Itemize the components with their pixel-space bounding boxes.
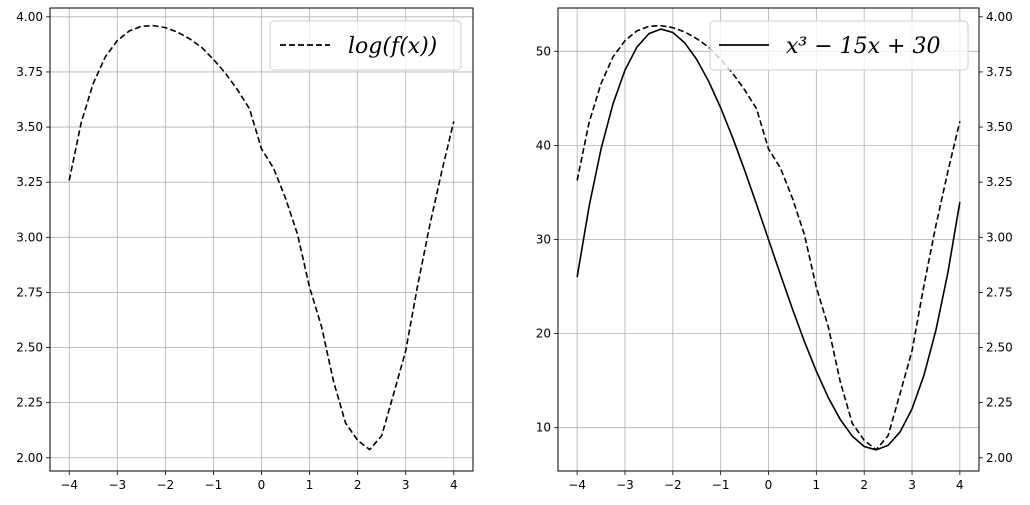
right-cubic-series-line bbox=[576, 28, 961, 451]
right-left-y-tick-label: 40 bbox=[536, 138, 551, 152]
right-log-series-line bbox=[576, 24, 961, 451]
left-y-tick-label: 3.50 bbox=[16, 120, 43, 134]
right-series-layer bbox=[576, 24, 961, 451]
right-right-y-tick-label: 3.50 bbox=[986, 120, 1013, 134]
right-legend: x³ − 15x + 30 bbox=[709, 20, 969, 71]
left-y-tick-label: 2.50 bbox=[16, 341, 43, 355]
left-legend: log(f(x)) bbox=[269, 20, 462, 71]
left-x-tick-label: −4 bbox=[60, 478, 78, 492]
left-legend-label: log(f(x)) bbox=[348, 34, 437, 59]
right-subplot: −4 −3 −2 −1 0 1 2 3 4 10 20 30 40 50 2.00 2.25 2.50 2.7… bbox=[536, 7, 1013, 492]
left-y-tick-label: 2.75 bbox=[16, 285, 43, 299]
right-right-y-tick-label: 3.25 bbox=[986, 175, 1013, 189]
left-legend-box bbox=[269, 20, 462, 71]
right-right-y-ticks: 2.00 2.25 2.50 2.75 3.00 3.25 3.50 3.75 4.00 bbox=[979, 10, 1013, 465]
right-right-y-tick-label: 2.75 bbox=[986, 285, 1013, 299]
left-y-tick-label: 3.25 bbox=[16, 175, 43, 189]
right-right-y-tick-label: 2.00 bbox=[986, 451, 1013, 465]
left-x-tick-label: 4 bbox=[450, 478, 458, 492]
right-right-y-tick-label: 3.00 bbox=[986, 230, 1013, 244]
right-left-y-tick-label: 20 bbox=[536, 327, 551, 341]
left-x-tick-label: −2 bbox=[157, 478, 175, 492]
right-x-tick-label: 1 bbox=[813, 478, 821, 492]
left-y-tick-label: 3.75 bbox=[16, 65, 43, 79]
right-x-tick-label: −1 bbox=[712, 478, 730, 492]
right-x-tick-label: 3 bbox=[908, 478, 916, 492]
left-x-ticks: −4 −3 −2 −1 0 1 2 3 4 bbox=[60, 471, 458, 492]
left-subplot: −4 −3 −2 −1 0 1 2 3 4 2.00 2.25 2.50 2.75 3.00 3.25 3.… bbox=[16, 7, 474, 492]
left-y-ticks: 2.00 2.25 2.50 2.75 3.00 3.25 3.50 3.75 4.00 bbox=[16, 10, 50, 465]
right-right-y-tick-label: 2.50 bbox=[986, 341, 1013, 355]
right-x-tick-label: −2 bbox=[664, 478, 682, 492]
right-left-y-tick-label: 30 bbox=[536, 233, 551, 247]
right-left-y-tick-label: 50 bbox=[536, 44, 551, 58]
left-y-tick-label: 4.00 bbox=[16, 10, 43, 24]
right-x-tick-label: 0 bbox=[765, 478, 773, 492]
right-right-y-tick-label: 4.00 bbox=[986, 10, 1013, 24]
left-x-tick-label: 3 bbox=[402, 478, 410, 492]
left-y-tick-label: 2.25 bbox=[16, 396, 43, 410]
left-x-tick-label: 1 bbox=[306, 478, 314, 492]
right-x-ticks: −4 −3 −2 −1 0 1 2 3 4 bbox=[568, 471, 964, 492]
left-series-layer bbox=[68, 24, 455, 451]
left-x-tick-label: 0 bbox=[258, 478, 266, 492]
right-right-y-tick-label: 2.25 bbox=[986, 396, 1013, 410]
right-x-tick-label: 2 bbox=[860, 478, 868, 492]
right-x-tick-label: −4 bbox=[568, 478, 586, 492]
right-x-tick-label: 4 bbox=[956, 478, 964, 492]
right-left-y-tick-label: 10 bbox=[536, 421, 551, 435]
right-legend-box bbox=[709, 20, 969, 71]
left-x-tick-label: 2 bbox=[354, 478, 362, 492]
left-x-tick-label: −3 bbox=[108, 478, 126, 492]
right-grid bbox=[558, 8, 979, 471]
right-right-y-tick-label: 3.75 bbox=[986, 65, 1013, 79]
right-x-tick-label: −3 bbox=[616, 478, 634, 492]
left-y-tick-label: 2.00 bbox=[16, 451, 43, 465]
left-grid bbox=[50, 8, 473, 471]
right-legend-label: x³ − 15x + 30 bbox=[786, 34, 940, 59]
left-y-tick-label: 3.00 bbox=[16, 230, 43, 244]
left-series-line bbox=[68, 24, 455, 451]
left-x-tick-label: −1 bbox=[205, 478, 223, 492]
right-left-y-ticks: 10 20 30 40 50 bbox=[536, 44, 558, 435]
